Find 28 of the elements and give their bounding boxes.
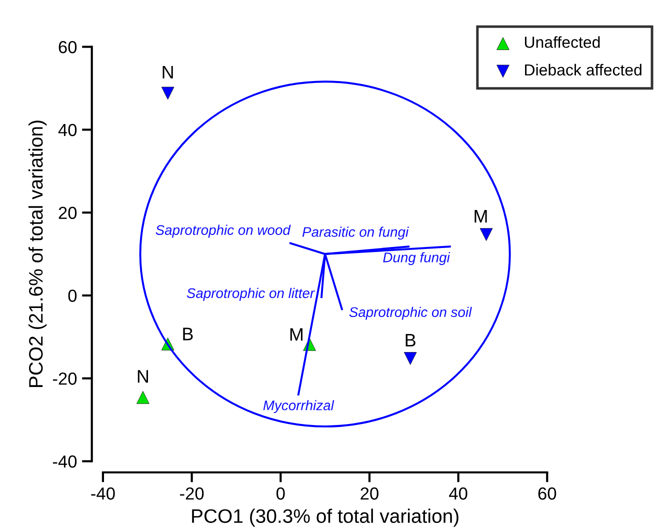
y-tick-label: -40 [52,455,77,468]
annotation: N [162,66,173,78]
x-tick-label: 40 [449,487,468,500]
x-tick-label: -20 [180,487,204,500]
x-tick-label: -40 [91,487,115,500]
annotation: Dung fungi [383,252,450,266]
annotation: M [290,328,302,341]
y-tick-label: -20 [52,372,77,385]
y-tick-label: 0 [68,290,77,302]
annotation: B [183,328,193,340]
annotation: B [406,334,416,346]
y-axis-title: PCO2 (21.6% of total variation) [28,120,47,387]
annotation: Parasitic on fungi [302,226,409,240]
y-tick-label: 20 [58,206,77,220]
annotation: Mycorrhizal [263,400,334,414]
x-tick-label: 20 [360,487,378,500]
annotation: Saprotrophic on litter [186,288,316,301]
annotation: Saprotrophic on soil [349,306,472,320]
annotation: Saprotrophic on wood [156,224,291,238]
annotation: M [474,210,487,222]
legend-label: Unaffected [524,36,600,48]
x-tick-label: 0 [276,487,285,500]
annotation: N [138,370,148,383]
y-tick-label: 40 [58,124,77,136]
x-axis-title: PCO1 (30.3% of total variation) [192,508,458,527]
legend-label: Dieback affected [525,64,642,76]
y-tick-label: 60 [58,40,77,54]
x-tick-label: 60 [538,487,556,500]
